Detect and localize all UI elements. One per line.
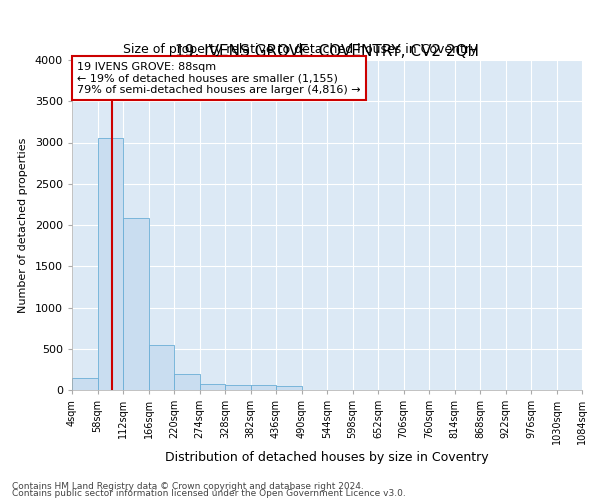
Bar bbox=[123, 218, 149, 390]
Bar bbox=[72, 378, 97, 390]
Bar bbox=[149, 344, 174, 390]
Bar bbox=[200, 384, 225, 390]
Bar bbox=[225, 385, 251, 390]
Text: Contains HM Land Registry data © Crown copyright and database right 2024.: Contains HM Land Registry data © Crown c… bbox=[12, 482, 364, 491]
Y-axis label: Number of detached properties: Number of detached properties bbox=[18, 138, 28, 312]
X-axis label: Distribution of detached houses by size in Coventry: Distribution of detached houses by size … bbox=[165, 451, 489, 464]
Bar bbox=[174, 374, 199, 390]
Bar bbox=[251, 386, 276, 390]
Title: 19, IVENS GROVE, COVENTRY, CV2 2QH: 19, IVENS GROVE, COVENTRY, CV2 2QH bbox=[175, 44, 479, 59]
Bar bbox=[276, 386, 302, 390]
Text: Contains public sector information licensed under the Open Government Licence v3: Contains public sector information licen… bbox=[12, 489, 406, 498]
Text: 19 IVENS GROVE: 88sqm
← 19% of detached houses are smaller (1,155)
79% of semi-d: 19 IVENS GROVE: 88sqm ← 19% of detached … bbox=[77, 62, 361, 95]
Bar bbox=[97, 138, 123, 390]
Text: Size of property relative to detached houses in Coventry: Size of property relative to detached ho… bbox=[123, 42, 477, 56]
